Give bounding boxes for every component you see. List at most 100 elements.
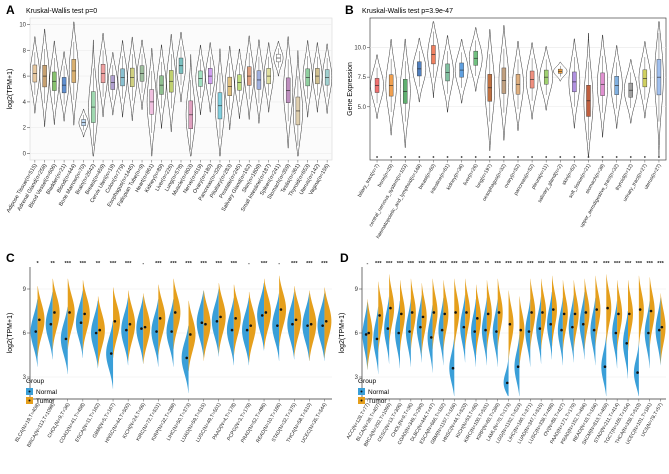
violin-tumor	[530, 278, 536, 350]
significance-label: ***	[462, 261, 469, 267]
significance-label: ***	[110, 261, 117, 267]
significance-label: -	[278, 261, 280, 267]
violin-tumor	[649, 277, 655, 348]
significance-label: **	[50, 261, 55, 267]
y-axis-label: Gene Expression	[347, 62, 354, 116]
y-tick-label: 0	[23, 152, 27, 158]
tumor-median-point	[595, 308, 599, 311]
normal-median-point	[94, 331, 98, 335]
tumor-median-point	[98, 328, 102, 332]
tumor-median-point	[628, 312, 631, 316]
normal-median-point	[440, 328, 444, 332]
violin-normal	[287, 291, 295, 360]
significance-label: ***	[473, 261, 480, 267]
violin-normal	[503, 350, 509, 397]
violin-tumor	[421, 283, 427, 354]
significance-label: ***	[418, 261, 425, 267]
significance-label: **	[485, 261, 490, 267]
normal-median-point	[571, 325, 574, 329]
point	[573, 156, 576, 158]
panel-b: B Kruskal-Wallis test p=3.9e-47 5.0 7.5 10.0…	[345, 3, 667, 240]
significance-label: **	[96, 261, 101, 267]
violin-tumor	[37, 286, 45, 357]
legend-entry-label: Normal	[368, 389, 390, 396]
y-axis-label: log2(TPM+1)	[7, 69, 14, 110]
significance-label: ***	[549, 261, 556, 267]
violin-tumor	[82, 280, 90, 351]
normal-median-point	[581, 322, 585, 326]
significance-label: ***	[440, 261, 447, 267]
violin-tumor	[324, 287, 332, 358]
violin-tumor	[443, 280, 449, 351]
y-axis-label: log2(TPM+1)	[7, 313, 14, 354]
significance-label: ***	[155, 261, 162, 267]
violin-normal	[136, 296, 144, 364]
normal-median-point	[429, 336, 433, 339]
significance-label: ***	[215, 261, 222, 267]
significance-label: ***	[538, 261, 545, 267]
violin-normal	[557, 297, 563, 366]
violin-tumor	[638, 275, 644, 347]
tumor-median-point	[158, 317, 162, 320]
violin-tumor	[606, 274, 612, 345]
tumor-median-point	[606, 306, 609, 310]
violin-normal	[438, 297, 444, 366]
normal-median-point	[230, 328, 234, 332]
panel-label: A	[6, 3, 15, 17]
tumor-median-point	[143, 325, 147, 329]
normal-median-point	[516, 365, 520, 369]
normal-median-point	[560, 328, 563, 332]
tumor-median-point	[443, 312, 447, 316]
significance-label: -	[366, 261, 368, 267]
point	[390, 156, 393, 158]
tumor-median-point	[234, 317, 237, 320]
violin-normal	[655, 297, 661, 366]
y-tick-label: 6	[355, 331, 359, 337]
significance-label: ***	[80, 261, 87, 267]
violin-tumor	[519, 296, 525, 367]
tumor-median-point	[638, 308, 642, 311]
violin-normal	[536, 296, 542, 364]
significance-label: **	[593, 261, 598, 267]
normal-median-point	[125, 328, 128, 332]
violin-normal	[568, 294, 574, 363]
tumor-median-point	[660, 325, 664, 329]
violin-tumor	[454, 278, 460, 350]
legend-entry-label: Tumor	[368, 398, 387, 405]
violin-tumor	[660, 293, 666, 364]
significance-label: ***	[429, 261, 436, 267]
violin-tumor	[508, 290, 514, 361]
point	[531, 156, 533, 158]
violin-normal	[460, 294, 466, 363]
violin-normal	[416, 294, 422, 363]
normal-median-point	[505, 381, 509, 385]
violin-normal	[405, 299, 411, 367]
y-tick-label: 6	[23, 74, 27, 80]
y-tick-label: 2	[23, 126, 27, 132]
panel-label: B	[345, 3, 354, 17]
violin-tumor	[309, 290, 317, 361]
tumor-median-point	[508, 322, 512, 326]
significance-label: ***	[494, 261, 501, 267]
point	[474, 156, 477, 158]
point	[601, 156, 604, 158]
y-tick-label: 6	[23, 331, 27, 337]
y-tick-label: 4	[23, 100, 27, 106]
tumor-median-point	[465, 311, 468, 314]
normal-median-point	[155, 330, 158, 333]
tumor-median-point	[38, 318, 41, 322]
point	[418, 156, 421, 158]
significance-label: ***	[397, 261, 404, 267]
significance-label: ***	[291, 261, 298, 267]
normal-median-point	[79, 321, 83, 325]
y-tick-label: 9	[355, 287, 359, 293]
violin-tumor	[128, 290, 136, 361]
legend-title: Group	[358, 378, 376, 385]
legend: Group Normal Tumor	[358, 378, 390, 405]
normal-median-point	[495, 330, 498, 333]
point	[658, 156, 660, 158]
significance-label: ***	[505, 261, 512, 267]
tumor-median-point	[573, 312, 577, 316]
legend-title: Group	[26, 378, 44, 385]
significance-label: ***	[451, 261, 458, 267]
